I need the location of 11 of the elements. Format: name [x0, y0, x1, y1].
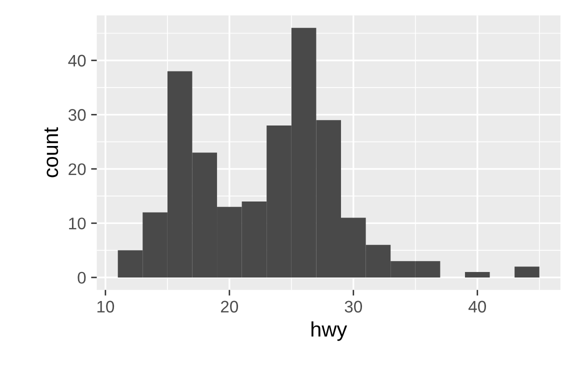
y-axis-title: count	[44, 127, 58, 178]
y-tick-label: 40	[68, 54, 86, 67]
x-tick-label: 40	[468, 300, 486, 313]
y-tick-label: 30	[68, 109, 86, 121]
x-tick-label: 30	[344, 300, 362, 313]
x-tick-label: 10	[97, 300, 114, 313]
x-axis-title: hwy	[312, 321, 348, 341]
y-tick-label: 20	[68, 163, 86, 176]
x-tick-label: 20	[220, 300, 238, 313]
y-tick-label: 0	[78, 272, 86, 284]
y-tick-label: 10	[69, 218, 86, 230]
